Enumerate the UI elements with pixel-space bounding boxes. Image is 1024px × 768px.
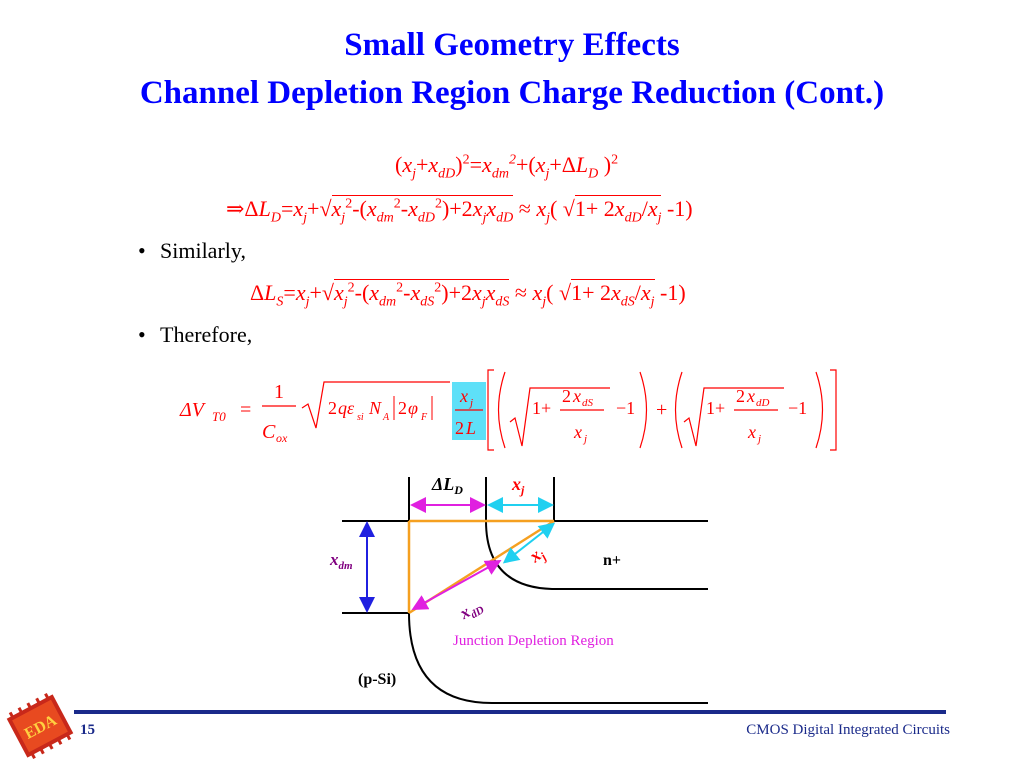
svg-text:x: x: [572, 386, 581, 406]
svg-text:T0: T0: [212, 409, 226, 424]
label-xdm: xdm: [329, 550, 353, 572]
svg-text:ox: ox: [276, 431, 288, 445]
svg-text:A: A: [382, 412, 390, 423]
svg-text:j: j: [582, 433, 587, 445]
junction-diagram: ΔLD xj xj xdm xdD n+ Junction Depletion …: [329, 474, 708, 704]
footer-course-title: CMOS Digital Integrated Circuits: [746, 722, 950, 738]
equation-2: ⇒ΔLD=xj+√xj2-(xdm2-xdD2)+2xjxdD ≈ xj( √1…: [226, 195, 693, 226]
svg-text:j: j: [756, 433, 761, 445]
page-number: 15: [80, 722, 95, 738]
svg-text:2: 2: [328, 398, 337, 418]
svg-text:j: j: [468, 397, 473, 409]
label-xj-top: xj: [511, 474, 525, 497]
label-delta-ld: ΔLD: [431, 474, 463, 497]
svg-text:ΔV: ΔV: [179, 399, 207, 421]
bullet-similarly: • Similarly,: [138, 238, 246, 263]
svg-text:1+: 1+: [706, 398, 725, 418]
label-xj-diag: xj: [524, 542, 549, 569]
svg-text:=: =: [240, 399, 251, 421]
label-junction-depletion: Junction Depletion Region: [453, 633, 614, 649]
equation-3: ΔLS=xj+√xj2-(xdm2-xdS2)+2xjxdS ≈ xj( √1+…: [250, 279, 686, 310]
svg-text:F: F: [420, 412, 428, 423]
nplus-junction-curve: [485, 520, 708, 590]
bullet-therefore: • Therefore,: [138, 322, 253, 347]
svg-text:2: 2: [398, 398, 407, 418]
equation-1: (xj+xdD)2=xdm2+(xj+ΔLD )2: [395, 152, 619, 182]
threshold-equation: ΔV T0 = 1 C ox 2 qε si N A 2 φ F x j 2 L…: [179, 369, 837, 451]
svg-text:2: 2: [455, 418, 464, 438]
svg-text:x: x: [746, 386, 755, 406]
xdd-arrow: [411, 560, 502, 610]
svg-text:−1: −1: [788, 398, 807, 418]
svg-text:+: +: [656, 399, 667, 421]
svg-text:C: C: [262, 421, 276, 443]
depletion-boundary-curve: [408, 612, 708, 704]
svg-text:L: L: [465, 418, 476, 438]
svg-text:−1: −1: [616, 398, 635, 418]
svg-text:qε: qε: [338, 398, 355, 418]
svg-text:x: x: [459, 386, 468, 406]
xj-diag-arrow: [502, 522, 556, 564]
label-psi: (p-Si): [358, 671, 396, 688]
slide-title-line1: Small Geometry Effects: [344, 27, 680, 63]
svg-text:φ: φ: [408, 398, 418, 418]
svg-text:2: 2: [562, 386, 571, 406]
svg-text:si: si: [357, 412, 364, 423]
eda-logo: EDA: [6, 692, 74, 760]
svg-text:1: 1: [274, 381, 284, 403]
label-xdd: xdD: [455, 595, 486, 626]
svg-text:dS: dS: [582, 397, 594, 409]
svg-text:x: x: [573, 422, 582, 442]
svg-text:x: x: [747, 422, 756, 442]
footer-divider: [74, 710, 946, 714]
svg-text:N: N: [368, 398, 382, 418]
label-nplus: n+: [603, 552, 621, 569]
svg-text:2: 2: [736, 386, 745, 406]
slide-title-line2: Channel Depletion Region Charge Reductio…: [139, 75, 885, 111]
svg-text:1+: 1+: [532, 398, 551, 418]
svg-text:dD: dD: [756, 397, 770, 409]
